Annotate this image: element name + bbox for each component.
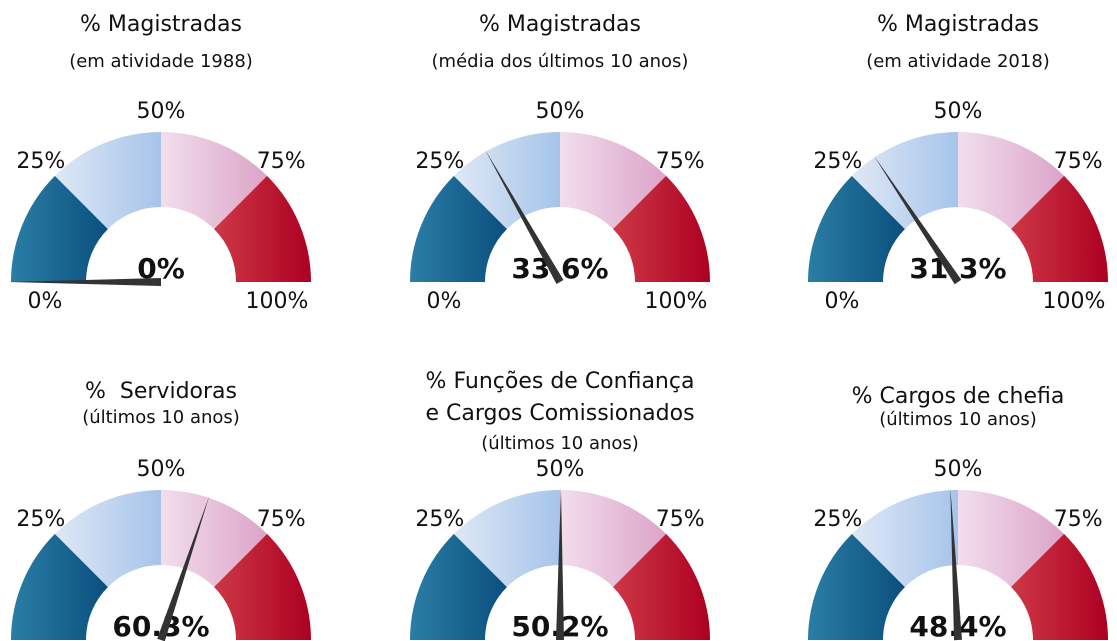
tick-label: 25% (415, 507, 464, 532)
tick-label: 50% (137, 457, 186, 482)
tick-label: 25% (16, 149, 65, 174)
gauge-band (958, 132, 1065, 229)
gauge-band (214, 533, 311, 640)
tick-label: 75% (656, 507, 705, 532)
needle (556, 488, 564, 641)
gauge-band (54, 132, 161, 229)
gauge-title: % Magistradas (877, 12, 1039, 37)
gauge-title: % Servidoras (85, 379, 237, 404)
gauge-band (11, 175, 108, 282)
tick-label: 50% (536, 99, 585, 124)
tick-label: 0% (28, 289, 63, 314)
gauge-band (410, 533, 507, 640)
tick-label: 75% (656, 149, 705, 174)
gauge-subtitle: (últimos 10 anos) (481, 433, 639, 454)
gauge-band (1011, 175, 1108, 282)
gauge-band (214, 175, 311, 282)
gauge-band (613, 533, 710, 640)
gauge-band (453, 490, 560, 587)
gauge-title: % Magistradas (479, 12, 641, 37)
gauge-band (161, 132, 268, 229)
gauge-band (560, 132, 667, 229)
gauge-band (808, 533, 905, 640)
needle (157, 495, 210, 641)
gauge-subtitle: (média dos últimos 10 anos) (432, 51, 689, 72)
gauge-subtitle: (últimos 10 anos) (82, 407, 240, 428)
needle (873, 155, 962, 285)
tick-label: 50% (137, 99, 186, 124)
tick-label: 25% (813, 149, 862, 174)
tick-label: 75% (257, 507, 306, 532)
gauge-band (11, 533, 108, 640)
needle (950, 488, 962, 641)
gauge-band (410, 175, 507, 282)
tick-label: 100% (1043, 289, 1106, 314)
tick-label: 50% (536, 457, 585, 482)
tick-label: 50% (934, 457, 983, 482)
gauge-band (958, 490, 1065, 587)
gauge-band (851, 490, 958, 587)
tick-label: 25% (415, 149, 464, 174)
tick-label: 100% (246, 289, 309, 314)
tick-label: 75% (257, 149, 306, 174)
tick-label: 75% (1054, 507, 1103, 532)
gauge-subtitle: (em atividade 2018) (866, 51, 1050, 72)
gauge-title: % Magistradas (80, 12, 242, 37)
tick-label: 0% (427, 289, 462, 314)
tick-label: 50% (934, 99, 983, 124)
gauge-subtitle: (em atividade 1988) (69, 51, 253, 72)
gauge-band (1011, 533, 1108, 640)
needle (485, 149, 564, 284)
gauge-title: e Cargos Comissionados (425, 401, 694, 426)
needle (9, 278, 161, 286)
tick-label: 75% (1054, 149, 1103, 174)
gauge-subtitle: (últimos 10 anos) (879, 409, 1037, 430)
tick-label: 0% (825, 289, 860, 314)
gauge-title: % Cargos de chefia (852, 384, 1065, 409)
gauge-title: % Funções de Confiança (426, 369, 695, 394)
gauge-band (851, 132, 958, 229)
gauge-band (808, 175, 905, 282)
tick-label: 25% (16, 507, 65, 532)
gauge-band (453, 132, 560, 229)
gauge-band (613, 175, 710, 282)
tick-label: 100% (645, 289, 708, 314)
gauge-band (54, 490, 161, 587)
tick-label: 25% (813, 507, 862, 532)
gauge-band (560, 490, 667, 587)
